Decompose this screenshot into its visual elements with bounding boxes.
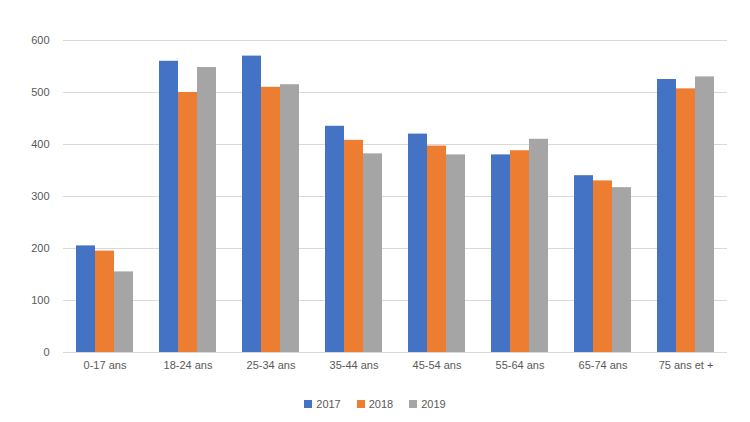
svg-text:300: 300 [31, 190, 49, 202]
svg-text:100: 100 [31, 294, 49, 306]
svg-text:75 ans et +: 75 ans et + [659, 359, 714, 371]
svg-text:0: 0 [43, 346, 49, 358]
svg-text:65-74 ans: 65-74 ans [579, 359, 628, 371]
svg-text:500: 500 [31, 86, 49, 98]
svg-text:600: 600 [31, 34, 49, 46]
svg-text:55-64 ans: 55-64 ans [496, 359, 545, 371]
svg-text:35-44 ans: 35-44 ans [330, 359, 379, 371]
html-text:2017: 2017 [316, 398, 341, 410]
svg-text:25-34 ans: 25-34 ans [247, 359, 296, 371]
svg-text:45-54 ans: 45-54 ans [413, 359, 462, 371]
svg-text:200: 200 [31, 242, 49, 254]
html-text:2019: 2019 [421, 398, 446, 410]
html-text:2018: 2018 [368, 398, 394, 410]
svg-text:400: 400 [31, 138, 49, 150]
svg-text:18-24 ans: 18-24 ans [164, 359, 213, 371]
svg-text:0-17 ans: 0-17 ans [84, 359, 127, 371]
